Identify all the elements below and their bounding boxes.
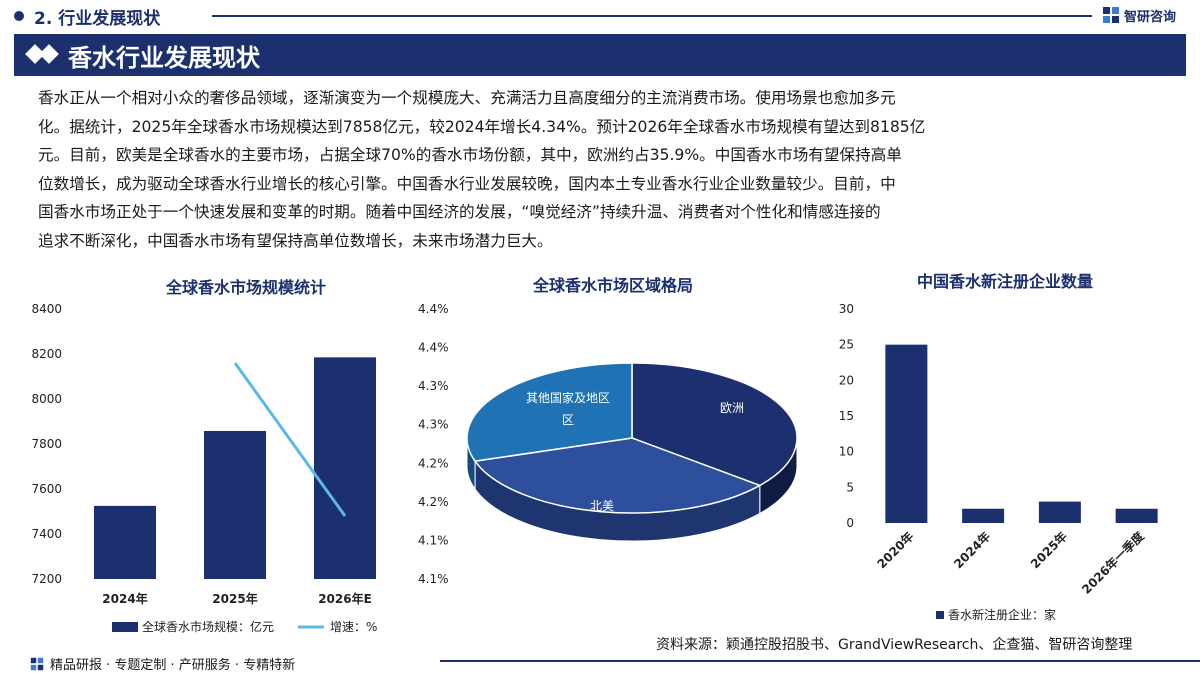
y-right-tick-label: 4.4% — [418, 341, 449, 355]
top-bar: 2. 行业发展现状 — [0, 0, 1200, 32]
paragraph-line: 位数增长，成为驱动全球香水行业增长的核心引擎。中国香水行业发展较晚，国内本土专业… — [38, 174, 896, 193]
section-title: 2. 行业发展现状 — [34, 9, 161, 29]
footer-tagline: 精品研报 · 专题定制 · 产研服务 · 专精特新 — [30, 654, 295, 673]
y-left-tick-label: 8400 — [31, 302, 62, 316]
bar — [1115, 508, 1158, 523]
y-right-tick-label: 4.1% — [418, 572, 449, 586]
footer-tagline-text: 精品研报 · 专题定制 · 产研服务 · 专精特新 — [50, 658, 296, 673]
brand-logo-icon — [30, 657, 44, 670]
bar — [94, 505, 156, 579]
legend-swatch-bar — [112, 622, 138, 632]
section-bullet — [14, 11, 24, 21]
y-tick-label: 20 — [839, 373, 854, 387]
source-note: 资料来源：颖通控股招股书、GrandViewResearch、企查猫、智研咨询整… — [656, 637, 1133, 653]
intro-paragraph: 香水正从一个相对小众的奢侈品领域，逐渐演变为一个规模庞大、充满活力且高度细分的主… — [38, 84, 1168, 255]
x-tick-label: 2020年 — [874, 529, 917, 572]
x-tick-label: 2025年 — [1027, 529, 1070, 572]
bar — [204, 430, 266, 579]
y-right-tick-label: 4.2% — [418, 456, 449, 470]
growth-line — [233, 362, 347, 517]
y-left-tick-label: 8000 — [31, 392, 62, 406]
market-size-chart: 7200 7400 7600 7800 8000 8200 8400 4.1% 4.1% 4.2%… — [31, 302, 449, 634]
legend-swatch-bar — [936, 611, 944, 619]
brand-name: 智研咨询 — [1124, 9, 1177, 25]
pie-label: 北美 — [590, 499, 614, 513]
diamond-icon — [39, 44, 59, 64]
pie-slice — [473, 437, 762, 514]
y-left-tick-label: 8200 — [31, 347, 62, 361]
bar — [885, 344, 928, 523]
y-right-tick-label: 4.4% — [418, 302, 449, 316]
title-banner: 香水行业发展现状 — [14, 34, 1186, 76]
chart2-title: 全球香水市场区域格局 — [533, 276, 694, 295]
paragraph-line: 元。目前，欧美是全球香水的主要市场，占据全球70%的香水市场份额，其中，欧洲约占… — [38, 146, 902, 164]
legend-label: 香水新注册企业：家 — [948, 607, 1056, 622]
y-right-tick-label: 4.3% — [418, 379, 449, 393]
pie-label: 其他国家及地区 — [526, 390, 610, 405]
x-tick-label: 2026年E — [318, 591, 372, 606]
legend-label: 全球香水市场规模：亿元 — [142, 619, 274, 634]
chart1-title: 全球香水市场规模统计 — [166, 278, 327, 297]
chart3-title: 中国香水新注册企业数量 — [917, 272, 1094, 291]
bottom-bar — [0, 650, 1200, 670]
y-left-tick-label: 7200 — [31, 572, 62, 586]
bar — [962, 508, 1005, 523]
bar — [314, 357, 376, 579]
pie-label: 区 — [562, 413, 574, 427]
legend-label: 增速：% — [330, 620, 377, 634]
paragraph-line: 香水正从一个相对小众的奢侈品领域，逐渐演变为一个规模庞大、充满活力且高度细分的主… — [38, 89, 896, 107]
bar — [1038, 501, 1081, 523]
y-left-tick-label: 7400 — [31, 527, 62, 541]
y-tick-label: 5 — [846, 480, 854, 494]
top-divider — [212, 15, 1092, 17]
x-tick-label: 2024年 — [102, 591, 147, 606]
pie-slice — [466, 362, 633, 462]
y-tick-label: 0 — [846, 516, 854, 530]
x-tick-label: 2024年 — [951, 529, 994, 572]
paragraph-line: 追求不断深化，中国香水市场有望保持高单位数增长，未来市场潜力巨大。 — [38, 231, 553, 250]
y-right-tick-label: 4.2% — [418, 495, 449, 509]
brand-logo-icon — [1103, 7, 1119, 23]
pie-slice — [631, 362, 798, 487]
y-tick-label: 30 — [839, 302, 854, 316]
new-companies-chart: 0 5 10 15 20 25 30 2020年 2024年 2025年 2026年一季度香水新注册… — [839, 302, 1158, 622]
y-tick-label: 10 — [839, 445, 854, 459]
x-tick-label: 2025年 — [212, 591, 257, 606]
y-left-tick-label: 7800 — [31, 437, 62, 451]
paragraph-line: 化。据统计，2025年全球香水市场规模达到7858亿元，较2024年增长4.34… — [38, 117, 926, 136]
x-tick-label: 2026年一季度 — [1079, 528, 1148, 597]
brand-logo: 智研咨询 — [1102, 4, 1176, 26]
page-title: 香水行业发展现状 — [68, 44, 260, 72]
bottom-divider — [440, 660, 1200, 662]
y-tick-label: 15 — [839, 409, 854, 423]
pie-label: 欧洲 — [720, 401, 744, 415]
paragraph-line: 国香水市场正处于一个快速发展和变革的时期。随着中国经济的发展，“嗅觉经济”持续升… — [38, 203, 881, 221]
y-left-tick-label: 7600 — [31, 482, 62, 496]
y-tick-label: 25 — [839, 338, 854, 352]
y-right-tick-label: 4.1% — [418, 533, 449, 547]
y-right-tick-label: 4.3% — [418, 418, 449, 432]
